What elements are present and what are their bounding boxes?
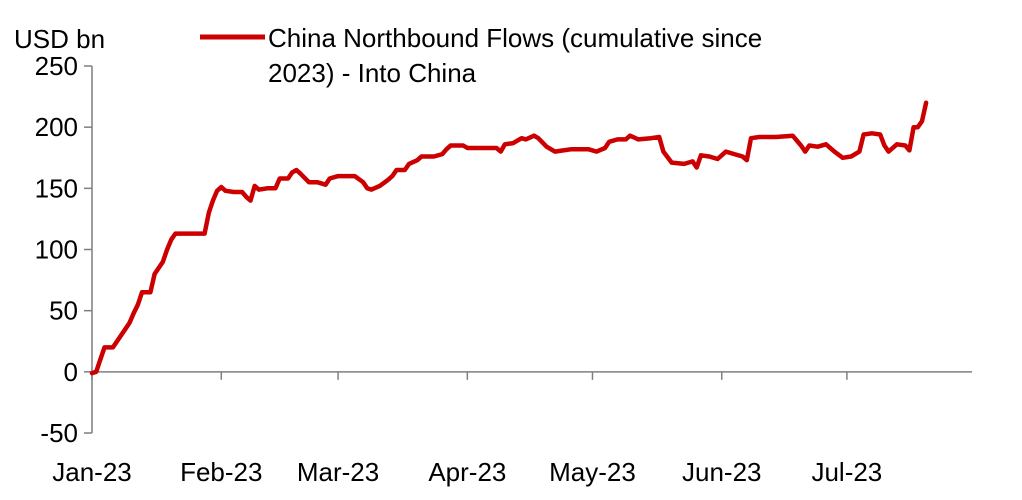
axes <box>91 66 972 433</box>
legend-label-line: 2023) - Into China <box>268 58 477 88</box>
y-tick-label: 50 <box>49 296 78 326</box>
y-tick-label: 150 <box>35 173 78 203</box>
tick-labels: -50 0 50 100 150 200 250 Jan-23 Feb-23 Mar-23 Apr-… <box>35 51 883 487</box>
tick-marks <box>84 65 848 434</box>
legend: China Northbound Flows (cumulative since… <box>200 23 762 88</box>
x-tick-label: Jul-23 <box>811 457 882 487</box>
x-tick-label: Jun-23 <box>682 457 762 487</box>
y-tick-label: 200 <box>35 112 78 142</box>
legend-label: China Northbound Flows (cumulative since… <box>268 23 762 88</box>
y-tick-label: 100 <box>35 235 78 265</box>
y-tick-label: -50 <box>40 418 78 448</box>
x-tick-label: Feb-23 <box>180 457 262 487</box>
x-tick-label: Mar-23 <box>297 457 379 487</box>
x-tick-label: Apr-23 <box>428 457 506 487</box>
legend-label-line: China Northbound Flows (cumulative since <box>268 23 762 53</box>
series-line-northbound-flows <box>89 100 929 376</box>
x-tick-label: Jan-23 <box>52 457 132 487</box>
x-tick-label: May-23 <box>549 457 636 487</box>
y-tick-label: 250 <box>35 51 78 81</box>
y-axis-unit-label: USD bn <box>14 24 105 54</box>
y-tick-label: 0 <box>64 357 78 387</box>
